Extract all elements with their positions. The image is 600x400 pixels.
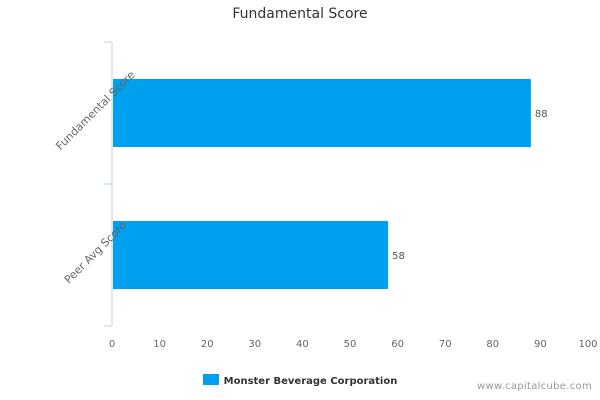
watermark: www.capitalcube.com	[477, 381, 592, 392]
x-tick-label: 80	[486, 339, 499, 350]
x-tick-label: 100	[578, 339, 597, 350]
x-tick-label: 0	[109, 339, 115, 350]
x-tick-label: 60	[391, 339, 404, 350]
x-tick-label: 90	[534, 339, 547, 350]
legend-swatch	[202, 374, 219, 385]
bar-1	[113, 79, 531, 147]
legend: Monster Beverage Corporation	[0, 374, 600, 387]
bar-2	[113, 221, 389, 289]
legend-label: Monster Beverage Corporation	[223, 376, 398, 387]
x-tick-label: 50	[344, 339, 357, 350]
x-tick-label: 40	[296, 339, 309, 350]
x-tick-label: 20	[201, 339, 214, 350]
chart-title: Fundamental Score	[232, 6, 368, 22]
data-label-2: 58	[392, 251, 405, 262]
x-tick-label: 10	[153, 339, 166, 350]
x-tick-label: 70	[439, 339, 452, 350]
x-tick-label: 30	[248, 339, 261, 350]
data-label-1: 88	[535, 109, 548, 120]
